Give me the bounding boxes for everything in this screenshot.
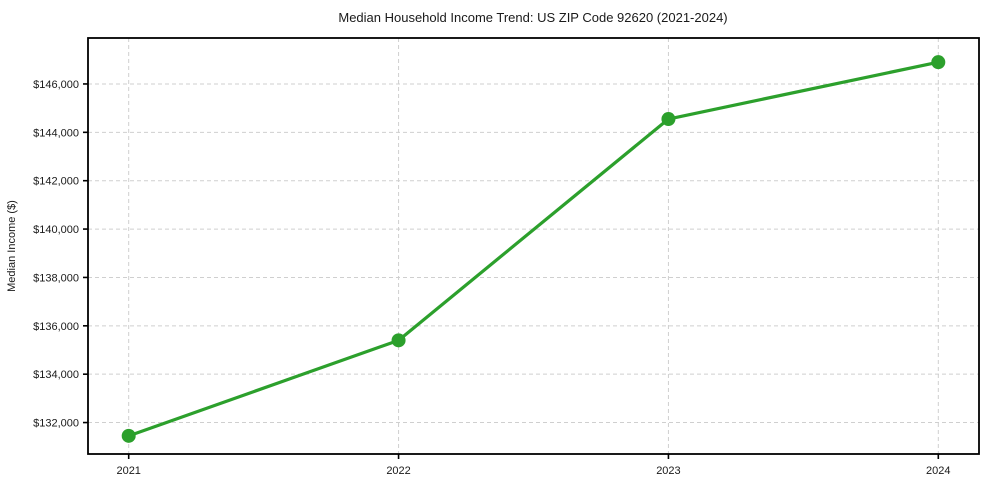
y-tick-label: $134,000	[33, 369, 79, 381]
x-tick-label: 2021	[116, 465, 140, 477]
trend-line	[127, 60, 940, 438]
chart-title: Median Household Income Trend: US ZIP Co…	[338, 10, 727, 25]
y-tick-label: $138,000	[33, 272, 79, 284]
data-point-2021	[121, 428, 136, 443]
x-tick-label: 2023	[656, 465, 680, 477]
x-tick-label: 2024	[926, 465, 950, 477]
plot-border	[87, 37, 980, 455]
y-tick-label: $140,000	[33, 224, 79, 236]
data-point-2022	[391, 333, 406, 348]
y-tick-label: $146,000	[33, 79, 79, 91]
data-point-2023	[661, 112, 676, 127]
y-tick-label: $144,000	[33, 127, 79, 139]
y-tick-label: $136,000	[33, 321, 79, 333]
y-tick-label: $132,000	[33, 418, 79, 430]
x-tick-label: 2022	[386, 465, 410, 477]
data-point-2024	[931, 55, 946, 70]
y-tick-label: $142,000	[33, 176, 79, 188]
plot-area: $132,000 $134,000 $136,000 $138,000 $140,000…	[33, 37, 980, 477]
y-axis-label: Median Income ($)	[6, 200, 18, 292]
